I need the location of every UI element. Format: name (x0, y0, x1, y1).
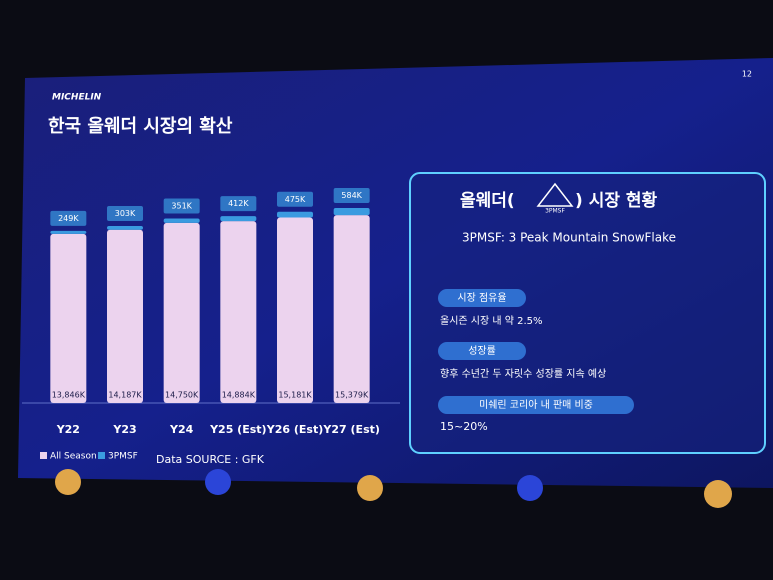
pill (438, 396, 634, 414)
light (55, 469, 81, 495)
pill (438, 289, 526, 307)
x-tick-label: Y22 (56, 423, 80, 436)
pill (438, 342, 526, 360)
label-box (220, 196, 257, 212)
data-label: 15,379K (335, 391, 369, 400)
label-box (50, 210, 87, 226)
bar-segment (163, 222, 200, 403)
bar-segment (277, 217, 313, 403)
light (517, 475, 543, 501)
x-tick-label: Y25 (Est) (209, 423, 266, 436)
data-label: 412K (228, 199, 249, 208)
light (357, 475, 383, 501)
stage-lights (55, 469, 732, 508)
x-tick-label: Y23 (112, 423, 136, 436)
light (205, 469, 231, 495)
chart: 13,846K 249K Y22 14,187K 303K Y23 14,750K 351K Y… (50, 188, 380, 436)
data-label: 13,846K (52, 391, 86, 400)
bar-segment (333, 208, 370, 216)
panel-frame (409, 172, 766, 454)
source: Data SOURCE : GFK (156, 453, 265, 466)
bar-segment (163, 218, 200, 223)
item-text: 올시즌 시장 내 약 2.5% (440, 315, 543, 327)
icon-label: 3PMSF (545, 208, 565, 215)
bar-segment (50, 233, 87, 403)
panel-title: ) 시장 현황 (575, 191, 658, 211)
data-label: 15,181K (278, 391, 312, 400)
pill-label: 미쉐린 코리아 내 판매 비중 (479, 399, 593, 411)
x-tick-label: Y24 (169, 423, 194, 436)
data-label: 351K (171, 202, 192, 211)
label-box (107, 205, 143, 221)
bar-segment (107, 229, 143, 403)
bar-segment (220, 216, 257, 222)
logo: MICHELIN (52, 93, 102, 103)
bar-segment (333, 215, 370, 403)
label-box (277, 191, 313, 207)
data-label: 475K (285, 195, 306, 204)
x-tick-label: Y26 (Est) (266, 423, 323, 436)
data-label: 14,187K (108, 391, 142, 400)
bar-segment (107, 225, 143, 230)
label-box (333, 188, 370, 203)
data-label: 584K (341, 191, 362, 200)
icon (536, 182, 574, 207)
legend-swatch (40, 452, 47, 459)
bar-segment (220, 221, 257, 403)
info-panel: 올웨더( 3PMSF ) 시장 현황 3PMSF: 3 Peak Mountai… (409, 172, 766, 454)
pill-label: 성장률 (468, 345, 496, 357)
legend: All Season 3PMSF (40, 452, 138, 462)
slide-title: 한국 올웨더 시장의 확산 (48, 116, 233, 137)
data-label: 249K (58, 214, 79, 223)
item-text: 향후 수년간 두 자릿수 성장률 지속 예상 (440, 368, 606, 380)
data-label: 303K (115, 209, 136, 218)
legend-label: All Season (50, 452, 97, 462)
page-number: 12 (742, 70, 752, 79)
label-box (163, 198, 200, 214)
data-label: 14,884K (222, 391, 256, 400)
light (704, 480, 732, 508)
x-tick-label: Y27 (Est) (322, 423, 379, 436)
legend-swatch (98, 452, 105, 459)
panel-title: 올웨더( (460, 191, 515, 211)
legend-label: 3PMSF (108, 452, 138, 462)
panel-subtitle: 3PMSF: 3 Peak Mountain SnowFlake (462, 231, 676, 245)
bar-segment (50, 230, 87, 234)
item-text: 15~20% (440, 420, 488, 433)
data-label: 14,750K (165, 391, 199, 400)
pill-label: 시장 점유율 (457, 292, 506, 304)
bar-segment (277, 211, 313, 218)
